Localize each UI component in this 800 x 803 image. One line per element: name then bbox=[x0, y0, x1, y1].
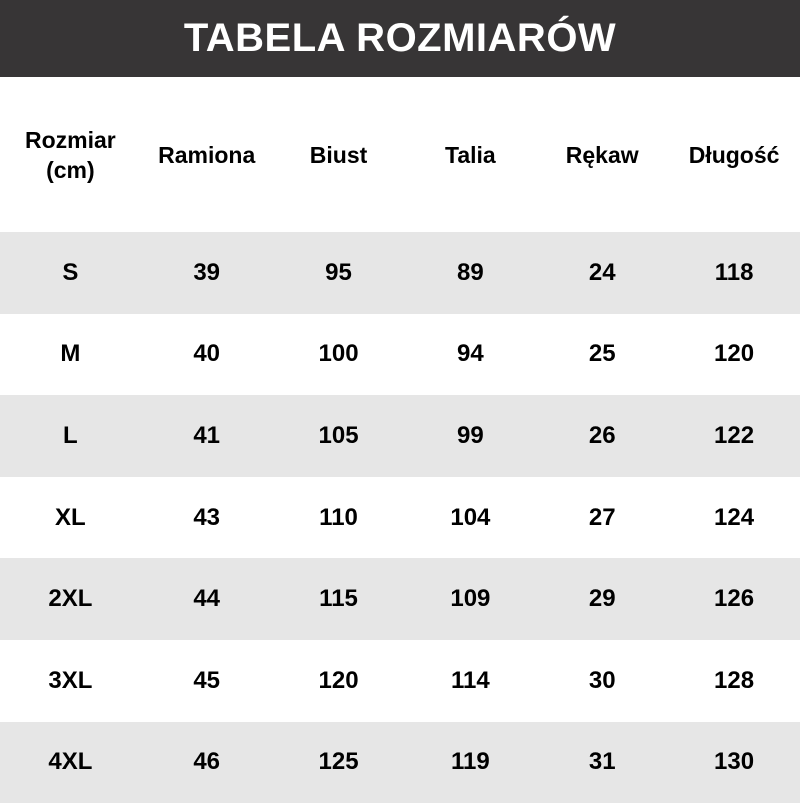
header-rozmiar-line2: (cm) bbox=[46, 156, 95, 183]
cell-ramiona: 40 bbox=[193, 340, 221, 368]
header-ramiona: Ramiona bbox=[158, 141, 256, 168]
cell-rekaw: 26 bbox=[588, 421, 616, 449]
cell-size: 3XL bbox=[48, 666, 93, 694]
cell-biust: 120 bbox=[318, 666, 359, 694]
cell-talia: 99 bbox=[457, 421, 484, 449]
cell-size: L bbox=[63, 421, 78, 449]
cell-talia: 94 bbox=[457, 340, 484, 368]
cell-rekaw: 27 bbox=[588, 503, 616, 531]
cell-dlugosc: 126 bbox=[714, 585, 755, 613]
cell-rekaw: 31 bbox=[588, 748, 616, 776]
table-row: L 41 105 99 26 122 bbox=[0, 395, 800, 477]
cell-dlugosc: 130 bbox=[714, 748, 755, 776]
table-row: 4XL 46 125 119 31 130 bbox=[0, 721, 800, 803]
cell-biust: 110 bbox=[319, 503, 358, 531]
header-talia: Talia bbox=[445, 141, 496, 168]
cell-rekaw: 29 bbox=[588, 585, 616, 613]
cell-ramiona: 39 bbox=[193, 258, 221, 286]
cell-dlugosc: 118 bbox=[714, 258, 754, 286]
header-rekaw: Rękaw bbox=[565, 141, 639, 168]
cell-size: S bbox=[62, 258, 79, 286]
header-rozmiar: Rozmiar (cm) bbox=[0, 125, 141, 185]
cell-talia: 114 bbox=[451, 666, 490, 694]
header-rozmiar-line1: Rozmiar bbox=[25, 126, 116, 153]
cell-rekaw: 24 bbox=[588, 258, 616, 286]
header-biust: Biust bbox=[309, 141, 368, 168]
cell-biust: 100 bbox=[318, 340, 359, 368]
cell-ramiona: 44 bbox=[193, 585, 221, 613]
cell-talia: 89 bbox=[457, 258, 484, 286]
cell-dlugosc: 120 bbox=[714, 340, 755, 368]
table-row: 3XL 45 120 114 30 128 bbox=[0, 640, 800, 722]
cell-rekaw: 30 bbox=[588, 666, 616, 694]
cell-size: M bbox=[60, 340, 81, 368]
cell-ramiona: 41 bbox=[193, 421, 221, 449]
cell-biust: 125 bbox=[318, 748, 359, 776]
cell-ramiona: 43 bbox=[193, 503, 221, 531]
header-dlugosc: Długość bbox=[688, 141, 780, 168]
table-body: S 39 95 89 24 118 M 40 100 94 25 120 L 41 105 99 26 122 XL… bbox=[0, 232, 800, 803]
cell-talia: 104 bbox=[450, 503, 491, 531]
cell-biust: 105 bbox=[318, 421, 359, 449]
table-row: S 39 95 89 24 118 bbox=[0, 232, 800, 314]
table-row: 2XL 44 115 109 29 126 bbox=[0, 558, 800, 640]
cell-dlugosc: 128 bbox=[714, 666, 755, 694]
cell-ramiona: 46 bbox=[193, 748, 221, 776]
cell-size: 2XL bbox=[48, 585, 93, 613]
cell-size: XL bbox=[55, 503, 86, 531]
cell-dlugosc: 122 bbox=[714, 421, 755, 449]
title-bar: TABELA ROZMIARÓW bbox=[0, 0, 800, 77]
cell-biust: 115 bbox=[319, 585, 358, 613]
cell-talia: 119 bbox=[451, 748, 490, 776]
cell-size: 4XL bbox=[48, 748, 93, 776]
table-header-row: Rozmiar (cm) Ramiona Biust Talia Rękaw D… bbox=[0, 77, 800, 232]
cell-dlugosc: 124 bbox=[714, 503, 755, 531]
page-title: TABELA ROZMIARÓW bbox=[183, 16, 617, 60]
table-row: XL 43 110 104 27 124 bbox=[0, 477, 800, 559]
cell-ramiona: 45 bbox=[193, 666, 221, 694]
cell-biust: 95 bbox=[325, 258, 352, 286]
cell-rekaw: 25 bbox=[588, 340, 616, 368]
cell-talia: 109 bbox=[450, 585, 491, 613]
table-row: M 40 100 94 25 120 bbox=[0, 314, 800, 396]
